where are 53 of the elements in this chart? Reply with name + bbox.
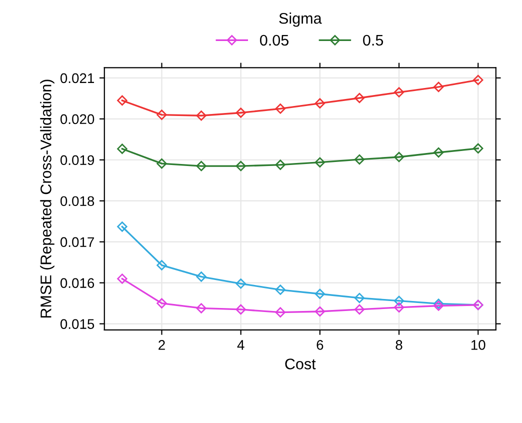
y-tick-label: 0.019 <box>60 155 94 166</box>
point <box>156 158 167 169</box>
point <box>156 260 167 270</box>
point <box>394 152 404 162</box>
point <box>236 160 246 172</box>
point <box>394 296 404 306</box>
x-tick-label: 6 <box>316 340 324 350</box>
point <box>394 302 404 313</box>
point <box>472 143 484 154</box>
x-tick-label: 2 <box>158 340 165 350</box>
point <box>196 303 206 314</box>
point <box>236 278 246 289</box>
point <box>433 147 444 158</box>
point <box>156 298 167 308</box>
point <box>275 284 286 295</box>
x-tick-label: 4 <box>237 340 244 350</box>
y-tick-label: 0.016 <box>60 278 94 288</box>
x-tick-label: 8 <box>396 340 402 350</box>
point <box>314 157 326 168</box>
y-tick-label: 0.020 <box>60 114 94 124</box>
point <box>314 98 326 108</box>
point <box>117 95 128 106</box>
point <box>433 82 444 92</box>
point <box>354 292 365 304</box>
point <box>196 160 206 172</box>
y-axis-title: RMSE (Repeated Cross-Validation) <box>40 80 54 318</box>
legend-label: 0.5 <box>363 34 384 46</box>
point <box>236 304 246 315</box>
point <box>314 306 326 317</box>
y-tick-label: 0.015 <box>60 319 94 329</box>
legend-title: Sigma <box>279 12 322 27</box>
point <box>275 307 286 318</box>
point <box>275 104 286 114</box>
point <box>196 272 206 282</box>
point <box>354 154 365 165</box>
point <box>394 87 404 98</box>
point <box>236 108 246 118</box>
point <box>117 274 128 284</box>
y-tick-label: 0.017 <box>60 237 94 248</box>
x-axis-title: Cost <box>285 358 316 370</box>
point <box>354 92 365 104</box>
point <box>156 110 167 120</box>
y-tick-label: 0.021 <box>60 73 94 84</box>
point <box>472 74 484 86</box>
point <box>117 222 128 232</box>
point <box>117 144 128 154</box>
y-tick-label: 0.018 <box>60 196 94 206</box>
point <box>354 304 365 315</box>
legend-label: 0.05 <box>260 34 288 46</box>
point <box>314 288 326 299</box>
point <box>275 160 286 170</box>
x-tick-label: 10 <box>471 340 486 350</box>
point <box>196 110 206 121</box>
